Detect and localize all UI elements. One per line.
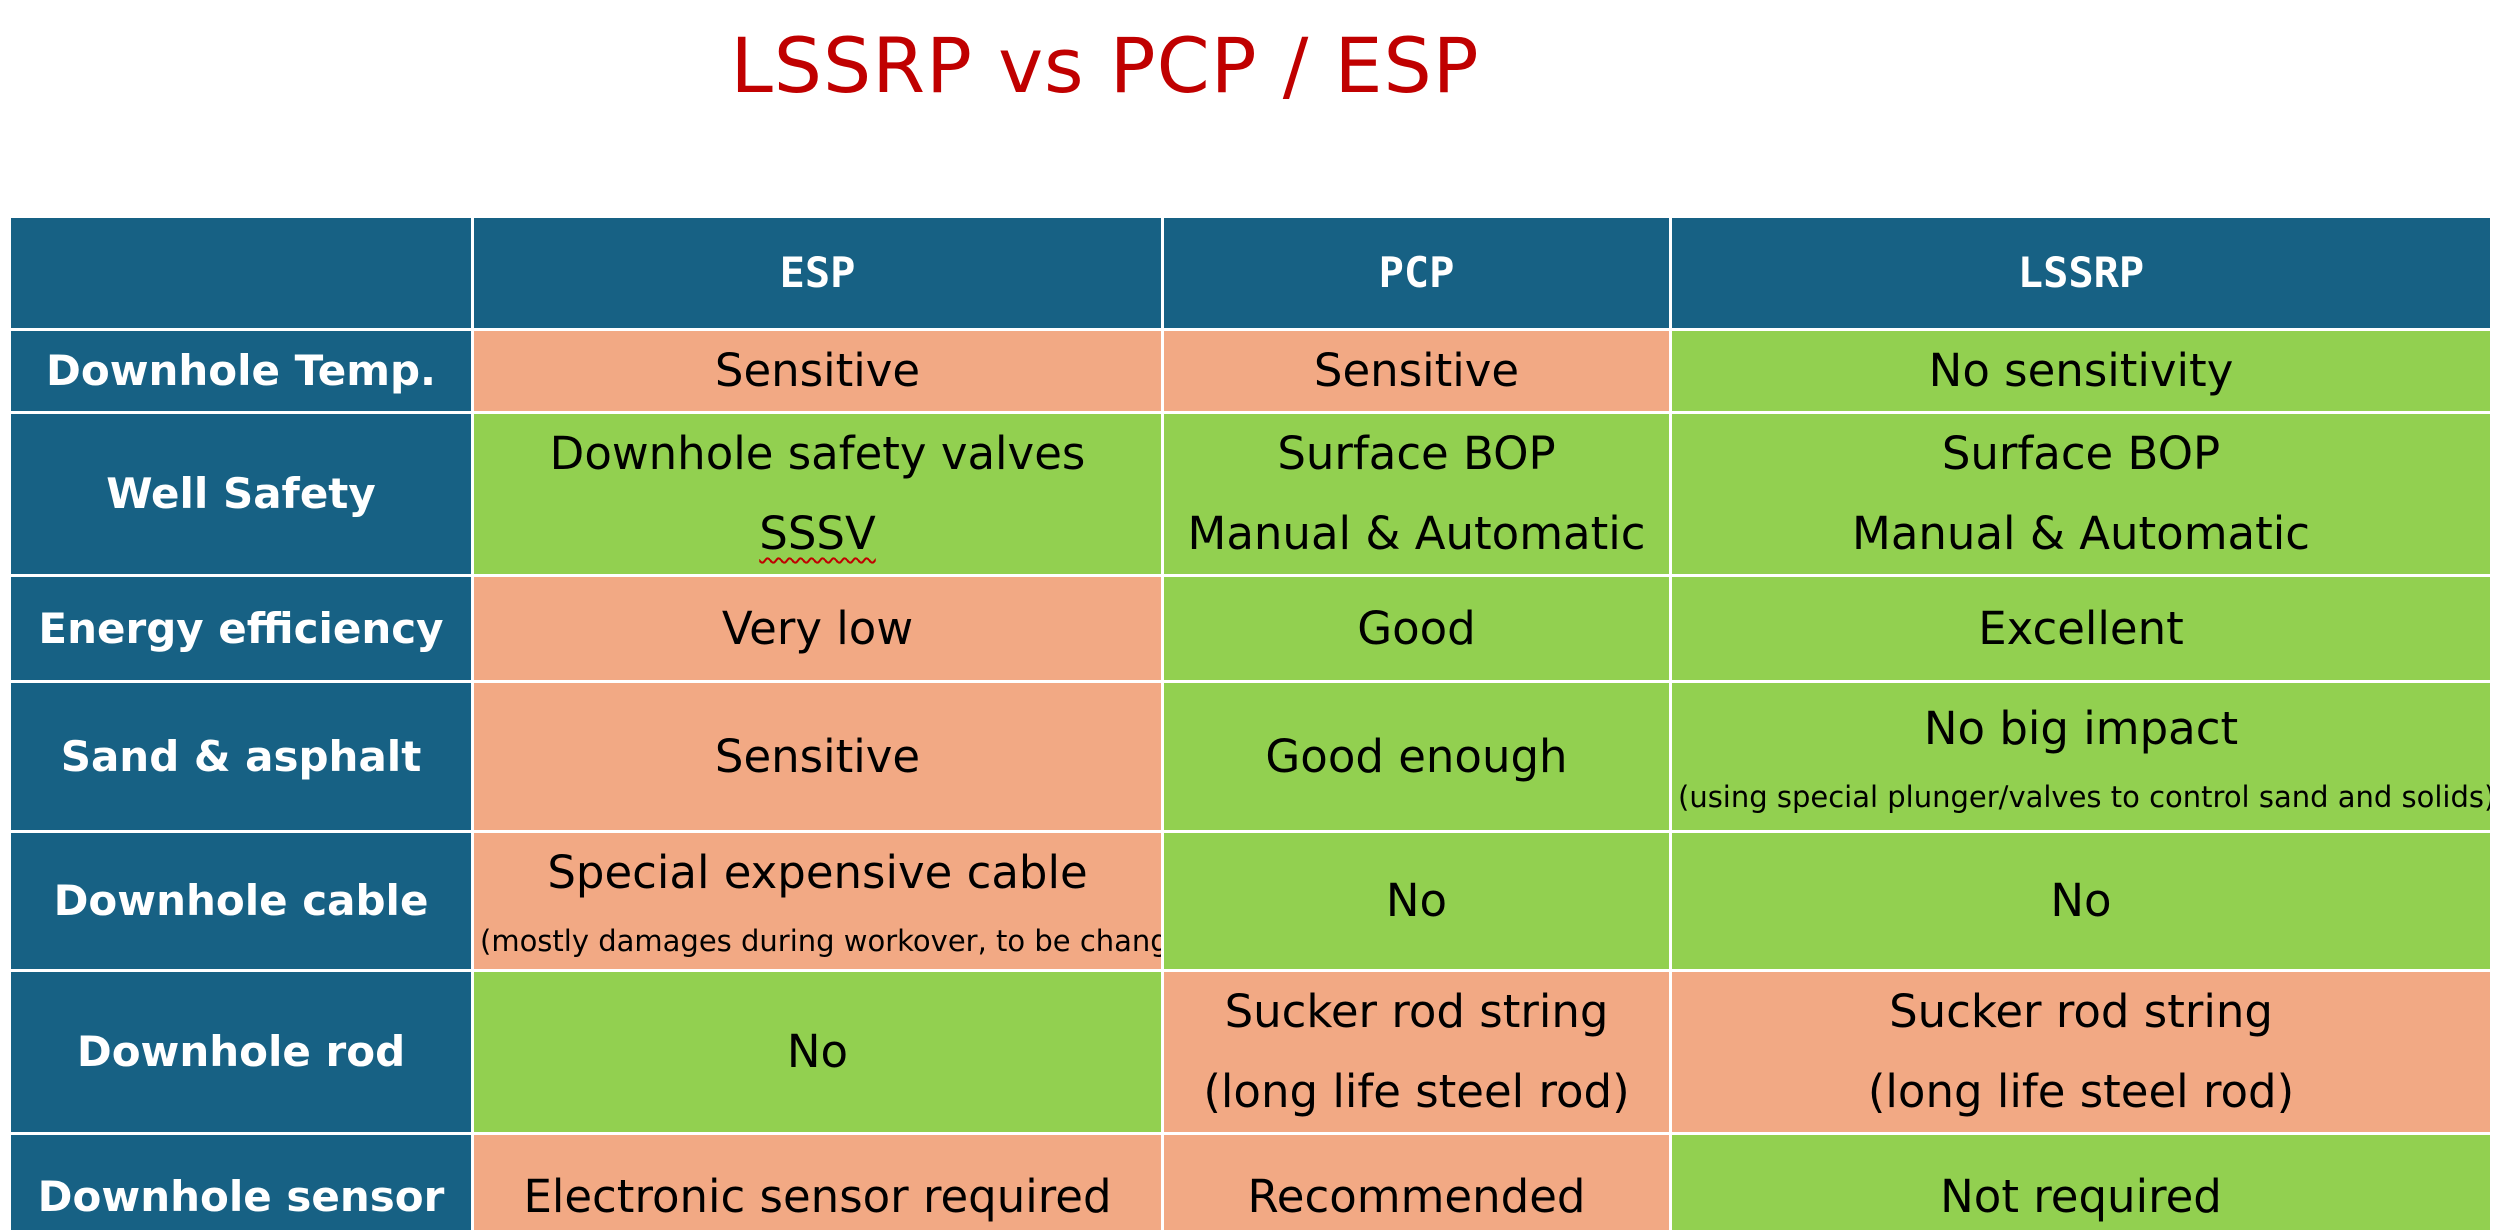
header-corner-cell [8,215,474,331]
table-cell: Very low [471,574,1164,683]
table-row: Downhole Temp. Sensitive Sensitive No se… [8,328,2493,414]
table-cell: No [471,969,1164,1135]
header-lssrp: LSSRP [1669,215,2493,331]
row-label: Well Safety [8,411,474,577]
table-cell: No [1161,830,1672,972]
cell-text-secondary: (long life steel rod) [1867,1065,2295,1118]
cell-text: Recommended [1247,1169,1586,1223]
header-esp: ESP [471,215,1164,331]
table-cell: Good enough [1161,680,1672,833]
table-cell: Sensitive [471,328,1164,414]
cell-text-secondary: SSSV [480,494,1155,573]
comparison-table: ESP PCP LSSRP Downhole Temp. Sensitive S… [8,215,2493,1230]
table-cell: Sensitive [1161,328,1672,414]
cell-text: Sucker rod string [1224,985,1609,1038]
cell-text: Sucker rod string [1889,985,2273,1038]
cell-text: No big impact [1923,701,2239,755]
cell-note: (using special plunger/valves to control… [1678,779,2492,814]
cell-text: Good enough [1265,729,1568,783]
table-cell: Sensitive [471,680,1164,833]
table-cell: Surface BOP Manual & Automatic [1161,411,1672,577]
cell-text: No [1385,874,1448,927]
cell-text-secondary: (long life steel rod) [1203,1065,1630,1118]
row-label: Energy efficiency [8,574,474,683]
table-cell: No [1669,830,2493,972]
table-row: Sand & asphalt Sensitive Good enough No … [8,680,2493,833]
table-header-row: ESP PCP LSSRP [8,215,2493,331]
table-row: Well Safety Downhole safety valves SSSV … [8,411,2493,577]
row-label: Downhole Temp. [8,328,474,414]
table-row: Downhole sensor Electronic sensor requir… [8,1132,2493,1230]
table-cell: Surface BOP Manual & Automatic [1669,411,2493,577]
cell-text: Not required [1940,1169,2222,1223]
table-row: Energy efficiency Very low Good Excellen… [8,574,2493,683]
cell-text: Surface BOP [1277,427,1556,480]
table-cell: No sensitivity [1669,328,2493,414]
cell-text: Sensitive [1313,344,1520,397]
table-cell: Not required [1669,1132,2493,1230]
row-label: Downhole sensor [8,1132,474,1230]
cell-text-secondary: Manual & Automatic [1187,507,1646,560]
table-cell: Electronic sensor required [471,1132,1164,1230]
cell-text: Surface BOP [1941,427,2221,480]
cell-text-secondary: Manual & Automatic [1852,507,2310,560]
cell-text: Electronic sensor required [523,1169,1112,1223]
table-cell: Good [1161,574,1672,683]
row-label: Downhole cable [8,830,474,972]
cell-text: No sensitivity [1928,344,2234,397]
spellcheck-underlined-text: SSSV [759,507,876,560]
table-cell: Recommended [1161,1132,1672,1230]
row-label: Sand & asphalt [8,680,474,833]
page-title: LSSRP vs PCP / ESP [730,21,1480,110]
cell-text: No [2050,874,2112,927]
cell-text: Special expensive cable [547,846,1088,899]
cell-note: (mostly damages during workover, to be c… [480,924,1163,958]
table-cell: Sucker rod string (long life steel rod) [1161,969,1672,1135]
table-row: Downhole cable Special expensive cable (… [8,830,2493,972]
cell-text: Sensitive [714,729,921,783]
table-cell: Special expensive cable (mostly damages … [471,830,1164,972]
cell-text: Excellent [1978,601,2184,655]
table-cell: Sucker rod string (long life steel rod) [1669,969,2493,1135]
table-cell: Excellent [1669,574,2493,683]
row-label: Downhole rod [8,969,474,1135]
cell-text: Very low [721,601,914,655]
table-cell: Downhole safety valves SSSV [471,411,1164,577]
table-row: Downhole rod No Sucker rod string (long … [8,969,2493,1135]
cell-text: Good [1357,601,1476,655]
table-cell: No big impact (using special plunger/val… [1669,680,2493,833]
cell-text: Downhole safety valves [549,427,1086,480]
cell-text: No [786,1025,849,1078]
cell-text: Sensitive [714,344,921,397]
header-pcp: PCP [1161,215,1672,331]
